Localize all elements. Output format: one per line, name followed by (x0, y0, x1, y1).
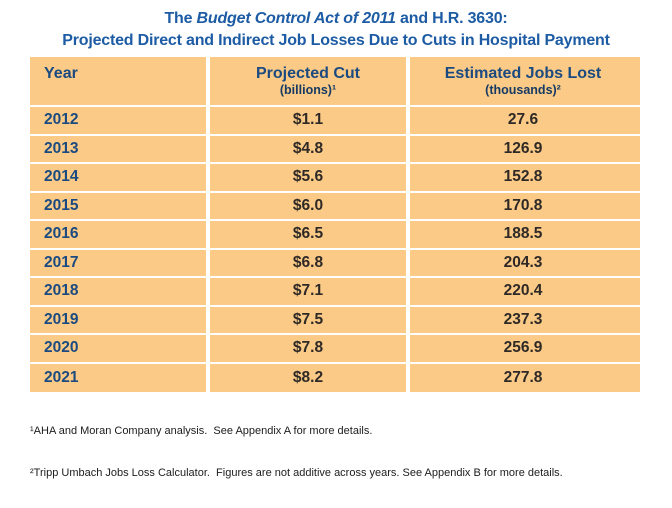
title-prefix: The (164, 10, 197, 27)
table-row: 2012 $1.1 27.6 (30, 107, 640, 136)
header-year-label: Year (44, 65, 78, 82)
header-year: Year (30, 57, 210, 105)
table-row: 2014 $5.6 152.8 (30, 164, 640, 193)
jobs-cell: 27.6 (507, 111, 539, 129)
footnote-1: ¹AHA and Moran Company analysis. See App… (30, 425, 373, 437)
jobs-cell: 256.9 (503, 339, 543, 357)
year-cell: 2013 (30, 135, 210, 162)
header-jobs-lost: Estimated Jobs Lost (thousands)² (410, 57, 636, 105)
year-cell: 2019 (30, 306, 210, 333)
year-cell: 2017 (30, 249, 210, 276)
table-row: 2017 $6.8 204.3 (30, 249, 640, 278)
cut-cell: $1.1 (210, 107, 410, 134)
title-suffix: and H.R. 3630: (395, 10, 508, 27)
table-row: 2018 $7.1 220.4 (30, 278, 640, 307)
header-jobs-units: (thousands)² (485, 83, 561, 97)
jobs-cell: 277.8 (503, 368, 543, 386)
cut-cell: $4.8 (210, 135, 410, 162)
cut-cell: $6.5 (210, 221, 410, 248)
year-cell: 2016 (30, 221, 210, 248)
page: The Budget Control Act of 2011 and H.R. … (0, 0, 672, 479)
footnote-2: ²Tripp Umbach Jobs Loss Calculator. Figu… (30, 467, 563, 479)
job-losses-table: Year Projected Cut (billions)¹ Estimated… (30, 57, 640, 392)
table-row: 2016 $6.5 188.5 (30, 221, 640, 250)
table-row: 2020 $7.8 256.9 (30, 335, 640, 364)
year-cell: 2018 (30, 278, 210, 305)
table-row: 2013 $4.8 126.9 (30, 135, 640, 164)
page-title: The Budget Control Act of 2011 and H.R. … (0, 0, 672, 52)
year-cell: 2021 (30, 363, 210, 392)
cut-cell: $8.2 (210, 363, 410, 392)
table-row: 2021 $8.2 277.8 (30, 363, 640, 392)
cut-cell: $6.8 (210, 249, 410, 276)
header-projected-cut: Projected Cut (billions)¹ (210, 57, 410, 105)
jobs-cell: 204.3 (503, 253, 543, 271)
jobs-cell: 237.3 (503, 310, 543, 328)
cut-cell: $5.6 (210, 164, 410, 191)
cut-cell: $7.1 (210, 278, 410, 305)
header-cut-label: Projected Cut (255, 65, 360, 82)
year-cell: 2012 (30, 107, 210, 134)
year-cell: 2014 (30, 164, 210, 191)
jobs-cell: 170.8 (503, 196, 543, 214)
cut-cell: $7.8 (210, 335, 410, 362)
year-cell: 2020 (30, 335, 210, 362)
footnotes: ¹AHA and Moran Company analysis. See App… (30, 396, 662, 508)
table-header-row: Year Projected Cut (billions)¹ Estimated… (30, 57, 640, 107)
title-line-2: Projected Direct and Indirect Job Losses… (62, 32, 610, 49)
title-act-name: Budget Control Act of 2011 (196, 10, 396, 27)
jobs-cell: 220.4 (503, 282, 543, 300)
jobs-cell: 152.8 (503, 168, 543, 186)
cut-cell: $6.0 (210, 192, 410, 219)
table-row: 2019 $7.5 237.3 (30, 306, 640, 335)
jobs-cell: 188.5 (503, 225, 543, 243)
title-line-1: The Budget Control Act of 2011 and H.R. … (0, 8, 672, 30)
header-jobs-label: Estimated Jobs Lost (444, 65, 602, 82)
year-cell: 2015 (30, 192, 210, 219)
cut-cell: $7.5 (210, 306, 410, 333)
jobs-cell: 126.9 (503, 139, 543, 157)
table-row: 2015 $6.0 170.8 (30, 192, 640, 221)
header-cut-units: (billions)¹ (279, 83, 337, 97)
